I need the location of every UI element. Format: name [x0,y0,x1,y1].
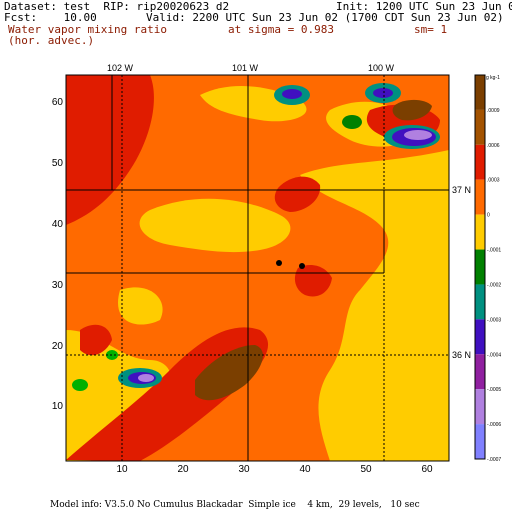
sigma-label: at sigma = 0.983 [228,23,334,36]
y-tick-label: 60 [52,97,64,108]
x-tick-label: 40 [299,464,311,475]
smoothing-label: sm= 1 [414,23,448,36]
latitude-label: 37 N [452,185,471,195]
colorbar-swatch [475,144,485,180]
field-green-spot-3 [342,115,362,129]
y-tick-label: 20 [52,341,64,352]
colorbar-swatch [475,75,485,110]
colorbar-label: .0009 [487,108,500,114]
x-tick-label: 10 [116,464,128,475]
colorbar-label: .0003 [487,178,500,184]
field-green-spot-6 [72,379,88,391]
x-tick-label: 20 [177,464,189,475]
colorbar-swatch [475,249,485,285]
field-name-label: Water vapor mixing ratio [8,23,167,36]
field-subtitle-label: (hor. advec.) [8,34,95,47]
colorbar-label: .0006 [487,143,500,149]
field-red-north [274,176,321,212]
colorbar-swatch [475,284,485,320]
x-tick-label: 60 [421,464,433,475]
forecast-label: Fcst: 10.00 [4,11,97,24]
colorbar-frame [474,74,486,460]
y-tick-label: 40 [52,219,64,230]
longitude-label: 101 W [232,63,259,73]
dataset-label: Dataset: test RIP: rip20020623 d2 [4,0,230,13]
latitude-label: 36 N [452,350,471,360]
colorbar: .0009 .0006 .0003 0 -.0001 -.0002 -.0003 -.0004… [474,74,501,463]
field-lavender-core-3 [404,130,432,140]
y-tick-label: 50 [52,158,64,169]
colorbar-swatch [475,424,485,459]
longitude-label: 100 W [368,63,395,73]
field-yellow-mid [118,287,163,325]
colorbar-swatch [475,389,485,425]
valid-time-label: Valid: 2200 UTC Sun 23 Jun 02 (1700 CDT … [146,11,504,24]
field-brown-south [195,345,263,401]
colorbar-label: -.0002 [487,282,501,288]
field-brown-northeast [392,99,432,121]
y-axis: 10 20 30 40 50 60 [52,97,64,412]
colorbar-label: -.0004 [487,352,501,358]
geographic-boundaries [66,75,449,461]
colorbar-swatch [475,319,485,355]
init-label: Init: 1200 UTC Sun 23 Jun 02 [336,0,512,13]
y-tick-label: 30 [52,280,64,291]
colorbar-label: -.0006 [487,422,501,428]
y-tick-label: 10 [52,401,64,412]
longitude-label: 102 W [107,63,134,73]
colorbar-label: -.0007 [487,457,501,463]
station-marker [276,260,282,266]
colorbar-label: -.0003 [487,317,501,323]
colorbar-label: -.0005 [487,387,501,393]
colorbar-units-label: g kg-1 [486,75,500,81]
field-red-northwest [66,75,154,225]
colorbar-swatch [475,179,485,215]
plot-frame [65,74,450,462]
colorbar-swatch [475,214,485,250]
x-tick-label: 30 [238,464,250,475]
longitude-labels: 102 W 101 W 100 W [107,63,395,73]
field-yellow-center [139,198,291,253]
latitude-labels: 37 N 36 N [452,185,471,360]
model-info-footer: Model info: V3.5.0 No Cumulus Blackadar … [50,500,420,510]
field-yellow-east [300,150,449,461]
colorbar-swatch [475,109,485,145]
colorbar-swatch [475,354,485,390]
colorbar-label: 0 [487,213,490,219]
field-red-west [80,324,112,356]
colorbar-label: -.0001 [487,248,501,254]
station-marker [299,263,305,269]
x-tick-label: 50 [360,464,372,475]
moisture-field [66,75,449,461]
field-blue-core-1 [282,89,302,99]
field-yellow-south [66,330,171,461]
field-lavender-core-4 [138,374,154,382]
x-axis: 10 20 30 40 50 60 [116,464,433,475]
field-blue-core-2 [373,88,393,98]
